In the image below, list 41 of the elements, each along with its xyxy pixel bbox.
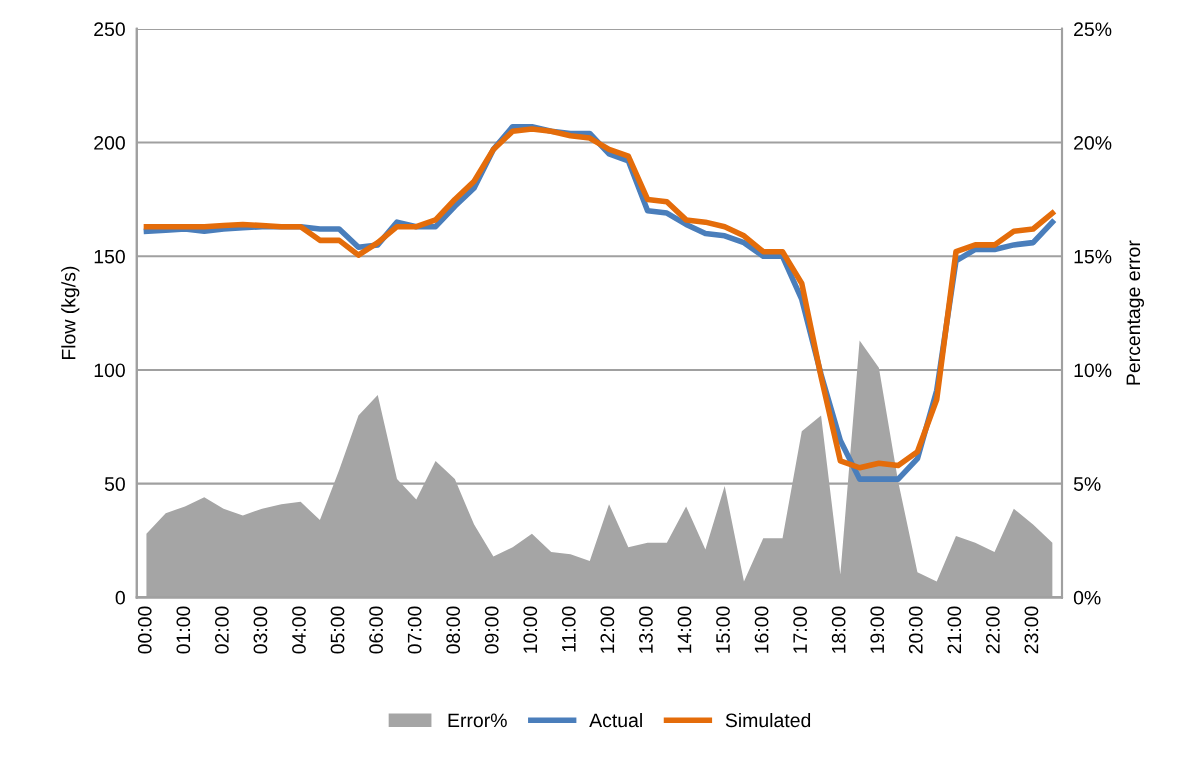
x-tick-label: 17:00	[793, 606, 808, 653]
x-tick-label: 05:00	[330, 606, 345, 654]
y2-tick-label: 25%	[1074, 22, 1112, 37]
y2-tick-label: 0%	[1073, 590, 1101, 605]
x-tick-label: 07:00	[407, 606, 422, 654]
x-tick-label: 21:00	[947, 606, 962, 654]
x-tick-label: 04:00	[292, 606, 306, 654]
y-tick-label: 100	[94, 363, 125, 378]
x-tick-label: 16:00	[754, 606, 769, 653]
x-tick-label: 22:00	[985, 606, 1000, 654]
x-tick-label: 08:00	[446, 606, 461, 654]
legend-label: Simulated	[725, 712, 811, 728]
y-tick-label: 250	[94, 22, 125, 37]
y2-tick-label: 5%	[1073, 477, 1101, 491]
y2-tick-label: 15%	[1074, 249, 1112, 264]
x-tick-label: 00:00	[137, 606, 152, 654]
x-tick-label: 19:00	[870, 606, 885, 653]
x-tick-label: 15:00	[716, 606, 730, 653]
x-tick-label: 02:00	[214, 606, 229, 654]
y2-axis-title: Percentage error	[1126, 240, 1145, 385]
legend-label: Error%	[448, 713, 507, 728]
x-tick-label: 23:00	[1024, 606, 1039, 654]
y2-tick-label: 20%	[1074, 136, 1112, 150]
y-tick-label: 150	[94, 249, 125, 264]
y-tick-label: 200	[94, 136, 125, 150]
x-tick-label: 11:00	[561, 606, 576, 652]
x-tick-label: 13:00	[639, 606, 653, 653]
x-tick-label: 09:00	[484, 606, 499, 654]
y-axis-title: Flow (kg/s)	[61, 266, 80, 360]
y-tick-label: 0	[115, 590, 125, 605]
x-tick-label: 01:00	[176, 606, 191, 654]
legend-label: Actual	[589, 712, 642, 728]
x-tick-label: 18:00	[831, 606, 846, 653]
x-tick-label: 10:00	[523, 606, 538, 653]
x-tick-label: 06:00	[369, 606, 383, 654]
x-tick-label: 20:00	[908, 606, 923, 654]
y-tick-label: 50	[104, 477, 125, 491]
x-tick-label: 03:00	[253, 606, 268, 654]
x-tick-label: 12:00	[600, 606, 615, 653]
x-tick-label: 14:00	[677, 606, 692, 653]
y2-tick-label: 10%	[1074, 363, 1112, 378]
